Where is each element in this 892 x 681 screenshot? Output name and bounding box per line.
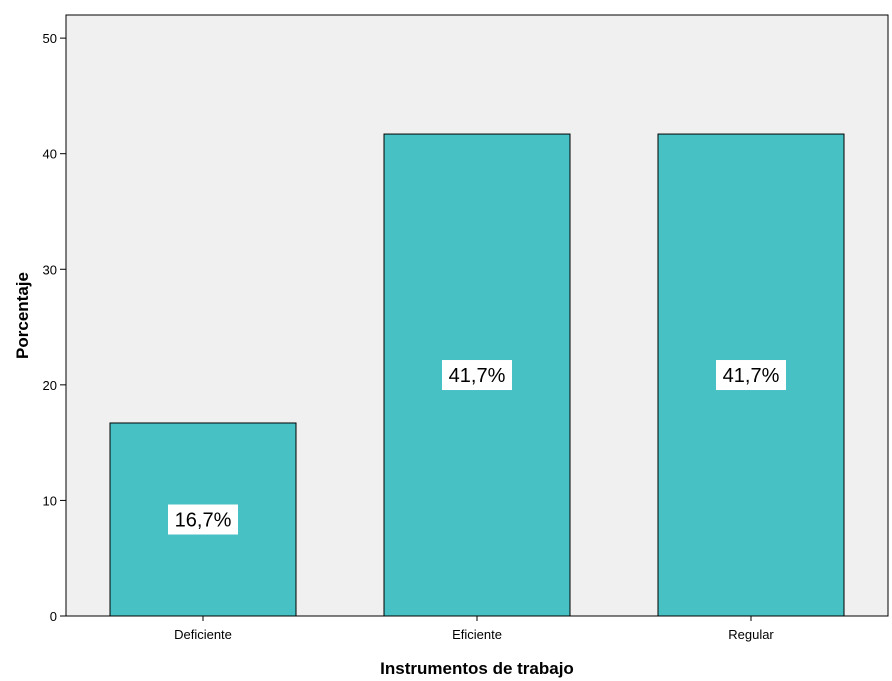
y-tick-label: 50 [43,31,57,46]
y-axis-title: Porcentaje [13,272,32,359]
data-label-regular: 41,7% [716,360,786,391]
data-label-text: 41,7% [449,365,506,387]
data-label-text: 16,7% [175,509,232,531]
x-tick-label: Deficiente [174,627,232,642]
y-ticks-group: 0 10 20 30 40 50 [43,31,66,624]
data-label-box [442,360,512,391]
data-labels-group: 16,7% 41,7% 41,7% [168,360,786,535]
x-tick-label: Eficiente [452,627,502,642]
data-label-text: 41,7% [723,365,780,387]
x-ticks-group: Deficiente Eficiente Regular [174,616,774,642]
y-tick-label: 30 [43,262,57,277]
data-label-box [168,504,238,535]
x-axis-title: Instrumentos de trabajo [380,659,574,678]
data-label-eficiente: 41,7% [442,360,512,391]
data-label-box [716,360,786,391]
y-tick-label: 0 [50,609,57,624]
x-tick-label: Regular [728,627,774,642]
y-tick-label: 20 [43,378,57,393]
y-tick-label: 40 [43,147,57,162]
data-label-deficiente: 16,7% [168,504,238,535]
y-tick-label: 10 [43,493,57,508]
